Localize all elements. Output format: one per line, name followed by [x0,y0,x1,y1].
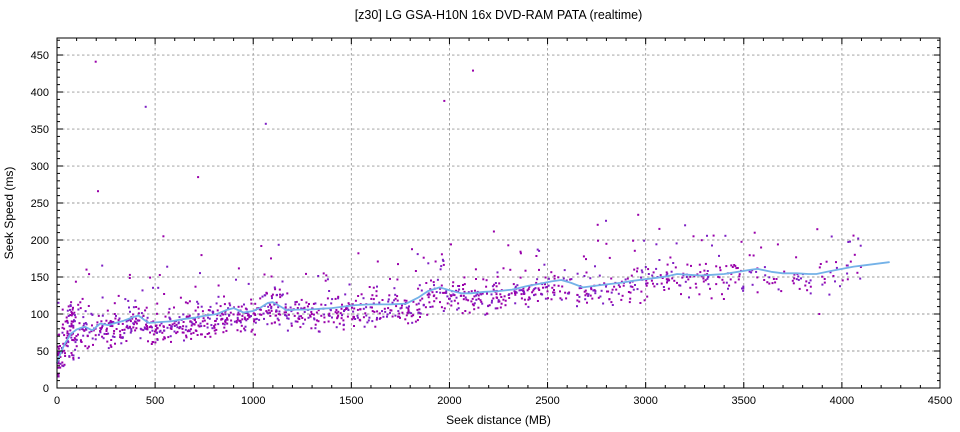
x-axis-label: Seek distance (MB) [446,413,551,427]
x-tick-label: 4000 [830,395,854,407]
y-tick-label: 0 [43,383,49,395]
plot-border [56,37,941,389]
trend-line [56,261,890,364]
grid-lines [57,38,940,388]
y-tick-label: 400 [31,87,49,99]
y-tick-label: 150 [31,272,49,284]
y-tick-label: 300 [31,161,49,173]
x-tick-label: 500 [146,395,164,407]
axis-ticks [56,38,941,389]
scatter-points-group [57,60,862,378]
x-tick-label: 4500 [928,395,952,407]
x-tick-label: 2500 [535,395,559,407]
y-tick-label: 100 [31,309,49,321]
x-tick-label: 3000 [633,395,657,407]
x-tick-label: 3500 [732,395,756,407]
y-tick-label: 350 [31,124,49,136]
y-tick-label: 50 [37,346,49,358]
x-tick-label: 1500 [339,395,363,407]
y-tick-label: 200 [31,235,49,247]
x-tick-label: 1000 [241,395,265,407]
y-axis-label: Seek Speed (ms) [2,167,16,260]
y-tick-label: 250 [31,198,49,210]
y-tick-label: 450 [31,50,49,62]
x-tick-label: 2000 [437,395,461,407]
chart-title: [z30] LG GSA-H10N 16x DVD-RAM PATA (real… [355,8,643,22]
x-tick-label: 0 [54,395,60,407]
